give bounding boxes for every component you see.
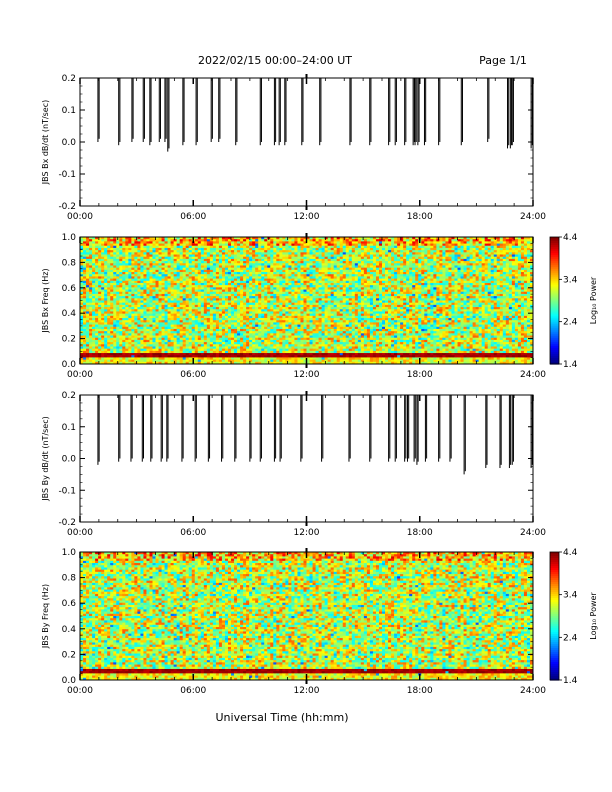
- page-number: Page 1/1: [479, 54, 527, 67]
- y-tick-label: -0.1: [58, 170, 76, 180]
- x-tick-label: 24:00: [520, 212, 546, 222]
- x-tick-label: 12:00: [294, 212, 320, 222]
- y-tick-label: 0.1: [62, 106, 76, 116]
- figure: 2022/02/15 00:00–24:00 UT Page 1/1 00:00…: [0, 0, 612, 792]
- x-tick-label: 06:00: [180, 212, 206, 222]
- y-tick-label: 0.2: [62, 74, 76, 84]
- y-tick-label: 0.0: [62, 138, 77, 148]
- figure-title: 2022/02/15 00:00–24:00 UT: [198, 54, 352, 67]
- x-tick-label: 00:00: [67, 212, 93, 222]
- y-axis-label: JBS Bx dB/dt (nT/sec): [41, 100, 50, 186]
- x-tick-label: 18:00: [407, 212, 433, 222]
- y-tick-label: -0.2: [58, 202, 76, 212]
- spectrogram: [80, 237, 534, 365]
